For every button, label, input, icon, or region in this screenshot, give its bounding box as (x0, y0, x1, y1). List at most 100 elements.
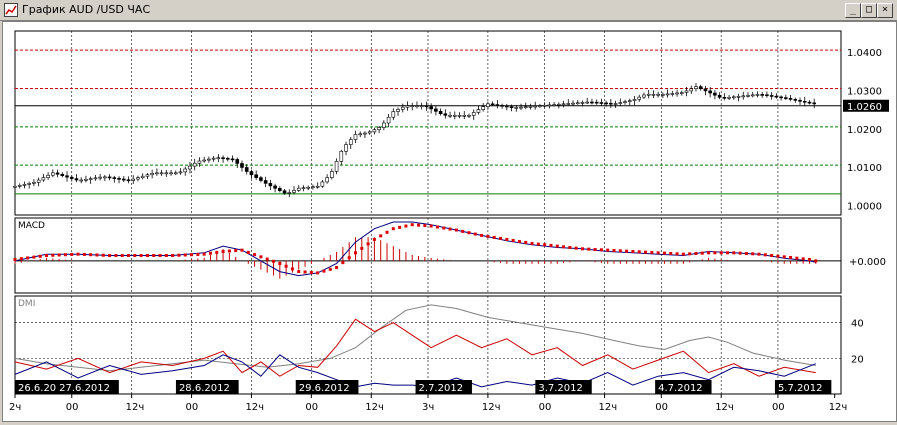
macd-signal-point (190, 253, 194, 257)
price-candle (60, 173, 65, 177)
hour-label: 12ч (245, 402, 264, 413)
price-candle (396, 109, 400, 112)
price-candle (367, 131, 372, 134)
price-candle (140, 175, 145, 178)
hour-label: 12ч (829, 402, 848, 413)
hour-label: 00 (186, 402, 199, 413)
price-candle (476, 109, 481, 113)
macd-signal-point (145, 254, 149, 257)
price-candle (249, 171, 254, 176)
macd-signal-point (316, 271, 320, 275)
price-panel[interactable]: 1.0400 1.0300 1.0200 1.0100 1.0000 1.0260 (13, 30, 890, 216)
price-candle (98, 176, 102, 179)
time-axis: 26.6.20 27.6.2012 28.6.2012 29.6.2012 2.7.20… (9, 380, 847, 413)
macd-signal-point (801, 257, 805, 261)
price-candle (533, 105, 537, 108)
dmi-level-label: 40 (851, 319, 864, 330)
price-candle (698, 86, 703, 90)
macd-signal-point (139, 254, 143, 257)
macd-signal-point (726, 251, 730, 255)
price-candle (254, 174, 258, 178)
macd-signal-point (347, 256, 351, 260)
price-candle (419, 105, 424, 108)
macd-signal-point (38, 254, 42, 258)
date-label-badge (295, 380, 359, 394)
current-price-badge (843, 99, 889, 112)
macd-signal-point (593, 247, 597, 251)
hour-label: 12ч (715, 402, 734, 413)
macd-signal-point (152, 254, 156, 257)
price-candle (627, 100, 632, 102)
price-candle (736, 96, 741, 98)
macd-signal-point (568, 245, 572, 249)
dmi-panel[interactable]: 40 20 DMI (14, 295, 864, 395)
macd-signal-point (511, 238, 515, 242)
macd-signal-point (719, 251, 723, 255)
macd-signal-point (290, 267, 294, 271)
close-button[interactable]: × (877, 3, 893, 18)
hour-label: 00 (655, 402, 668, 413)
macd-signal-point (707, 251, 711, 255)
price-candle (675, 92, 679, 95)
macd-signal-point (284, 264, 288, 268)
maximize-button[interactable]: □ (861, 3, 877, 18)
macd-level-label: +0.000 (849, 257, 886, 268)
macd-signal-point (599, 248, 603, 252)
price-candle (448, 115, 452, 117)
date-label: 27.6.2012 (59, 383, 110, 394)
price-candle (646, 93, 651, 96)
price-candle (542, 104, 547, 107)
price-candle (330, 171, 334, 178)
macd-signal-point (499, 236, 503, 240)
macd-signal-point (246, 250, 250, 254)
macd-panel[interactable]: MACD +0.000 (13, 217, 887, 294)
macd-signal-point (555, 244, 559, 248)
price-candle (566, 103, 571, 105)
price-candle (765, 94, 769, 97)
price-candle (774, 95, 779, 98)
price-candle (278, 188, 282, 192)
price-candle (755, 94, 760, 96)
price-candle (561, 103, 566, 106)
price-candle (320, 181, 325, 187)
price-candle (746, 95, 750, 97)
macd-signal-point (480, 233, 484, 237)
chart-canvas[interactable]: 1.0400 1.0300 1.0200 1.0100 1.0000 1.0260 MAC… (3, 22, 896, 421)
price-candle (202, 159, 206, 162)
price-candle (183, 168, 188, 173)
window-titlebar[interactable]: График AUD /USD ЧАС _ □ × (0, 0, 897, 21)
price-candle (301, 187, 306, 189)
macd-signal-point (580, 247, 584, 251)
price-candle (13, 185, 17, 188)
price-candle (103, 176, 107, 179)
price-candle (358, 133, 363, 136)
price-candle (117, 178, 121, 180)
macd-signal-point (51, 253, 55, 257)
macd-signal-point (776, 254, 780, 258)
macd-signal-point (341, 261, 345, 265)
current-price-label: 1.0260 (847, 102, 882, 113)
date-label: 29.6.2012 (299, 383, 350, 394)
price-candle (126, 179, 131, 182)
macd-signal-point (536, 242, 540, 246)
price-candle (684, 90, 689, 93)
chart-area[interactable]: 1.0400 1.0300 1.0200 1.0100 1.0000 1.0260 MAC… (2, 21, 897, 422)
price-candle (694, 86, 698, 90)
price-candle (268, 183, 273, 187)
price-axis-label: 1.0000 (847, 201, 882, 212)
price-candle (192, 162, 197, 167)
macd-signal-point (442, 226, 446, 230)
price-candle (528, 106, 533, 108)
price-candle (812, 102, 817, 105)
price-candle (500, 104, 504, 107)
price-candle (55, 172, 60, 175)
hour-label: 00 (305, 402, 318, 413)
price-candle (467, 115, 471, 117)
macd-signal-point (429, 224, 433, 228)
macd-signal-point (309, 270, 313, 274)
macd-signal-point (360, 246, 364, 250)
minimize-button[interactable]: _ (845, 3, 861, 18)
macd-signal-point (297, 270, 301, 274)
price-candle (609, 102, 613, 105)
macd-signal-point (13, 258, 17, 262)
